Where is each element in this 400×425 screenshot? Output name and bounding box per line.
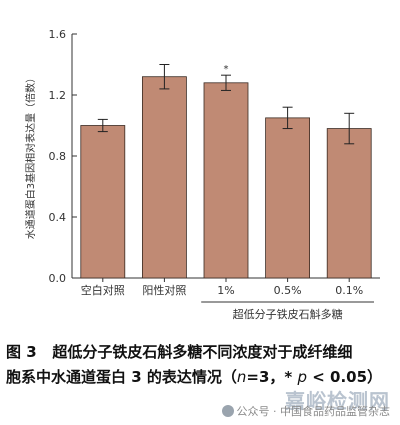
significance-marker: * — [224, 64, 229, 75]
n-symbol: n — [236, 368, 247, 386]
watermark: 嘉峪检测网 公众号 · 中国食品药品监管杂志 — [170, 389, 391, 421]
caption-line-2: 胞系中水通道蛋白 3 的表达情况（n=3，* p < 0.05） — [6, 365, 398, 390]
caption-title: 超低分子铁皮石斛多糖不同浓度对于成纤维细 — [52, 343, 353, 361]
x-tick-label: 空白对照 — [81, 283, 125, 297]
watermark-logo: 嘉峪检测网 — [285, 389, 390, 413]
y-axis-label: 水通道蛋白3基因相对表达量（倍数） — [24, 73, 37, 239]
watermark-account-text: 公众号 · 中国食品药品监管杂志 — [236, 405, 391, 418]
y-tick-label: 1.2 — [49, 89, 67, 102]
p-symbol: p — [297, 368, 308, 386]
y-tick-label: 0.0 — [49, 272, 67, 285]
y-tick-label: 0.8 — [49, 150, 67, 163]
figure-caption: 图 3 超低分子铁皮石斛多糖不同浓度对于成纤维细 胞系中水通道蛋白 3 的表达情… — [6, 340, 398, 390]
caption-line-1: 图 3 超低分子铁皮石斛多糖不同浓度对于成纤维细 — [6, 340, 398, 365]
bar — [203, 82, 249, 279]
x-tick-label: 1% — [217, 284, 234, 297]
x-tick-label: 0.5% — [274, 284, 302, 297]
group-label: 超低分子铁皮石斛多糖 — [233, 307, 343, 321]
y-tick-label: 1.6 — [49, 28, 67, 41]
caption-text: =3，* — [246, 368, 298, 386]
figure-number: 图 3 — [6, 343, 37, 361]
bar — [326, 128, 372, 279]
x-tick-label: 0.1% — [335, 284, 363, 297]
caption-text: < 0.05） — [307, 368, 383, 386]
caption-text: 胞系中水通道蛋白 3 的表达情况（ — [6, 368, 237, 386]
y-tick-label: 0.4 — [49, 211, 67, 224]
bar — [141, 76, 187, 279]
x-tick-label: 阳性对照 — [142, 283, 186, 297]
watermark-account: 公众号 · 中国食品药品监管杂志 — [221, 403, 391, 419]
bar — [265, 117, 311, 279]
bar-chart: 0.0 0.4 0.8 1.2 1.6 水通道蛋白3基因相对表达量（倍数） 空白对照 阳性对照… — [24, 28, 380, 321]
bar — [80, 125, 126, 279]
wechat-icon — [221, 405, 234, 417]
